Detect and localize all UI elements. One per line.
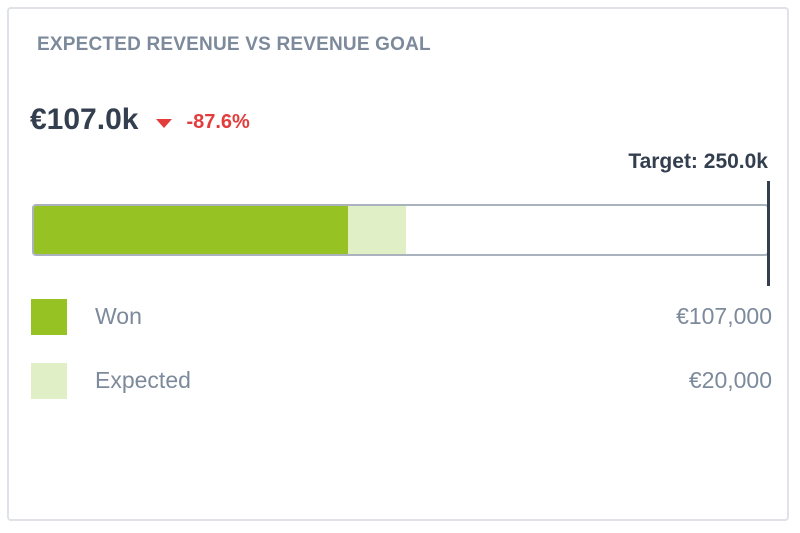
legend-item-won: Won €107,000 bbox=[31, 299, 772, 335]
legend-value: €107,000 bbox=[676, 303, 772, 329]
bar-segment-expected bbox=[347, 206, 407, 254]
kpi-value: €107.0k bbox=[30, 103, 139, 136]
card-title: EXPECTED REVENUE VS REVENUE GOAL bbox=[37, 34, 431, 55]
legend-label: Won bbox=[95, 303, 142, 329]
caret-down-icon bbox=[156, 119, 173, 128]
revenue-goal-card: EXPECTED REVENUE VS REVENUE GOAL €107.0k… bbox=[7, 7, 789, 521]
legend-item-expected: Expected €20,000 bbox=[31, 363, 772, 399]
target-label: Target: 250.0k bbox=[628, 150, 768, 173]
delta-value: -87.6% bbox=[186, 111, 250, 133]
legend-label: Expected bbox=[95, 367, 191, 393]
legend-swatch bbox=[31, 363, 67, 399]
target-marker bbox=[767, 181, 770, 286]
bar-segment-won bbox=[34, 206, 348, 254]
legend-value: €20,000 bbox=[688, 367, 772, 393]
kpi-headline: €107.0k -87.6% bbox=[30, 103, 250, 137]
kpi-delta: -87.6% bbox=[156, 111, 250, 134]
legend-swatch bbox=[31, 299, 67, 335]
progress-bar-track bbox=[32, 204, 769, 256]
